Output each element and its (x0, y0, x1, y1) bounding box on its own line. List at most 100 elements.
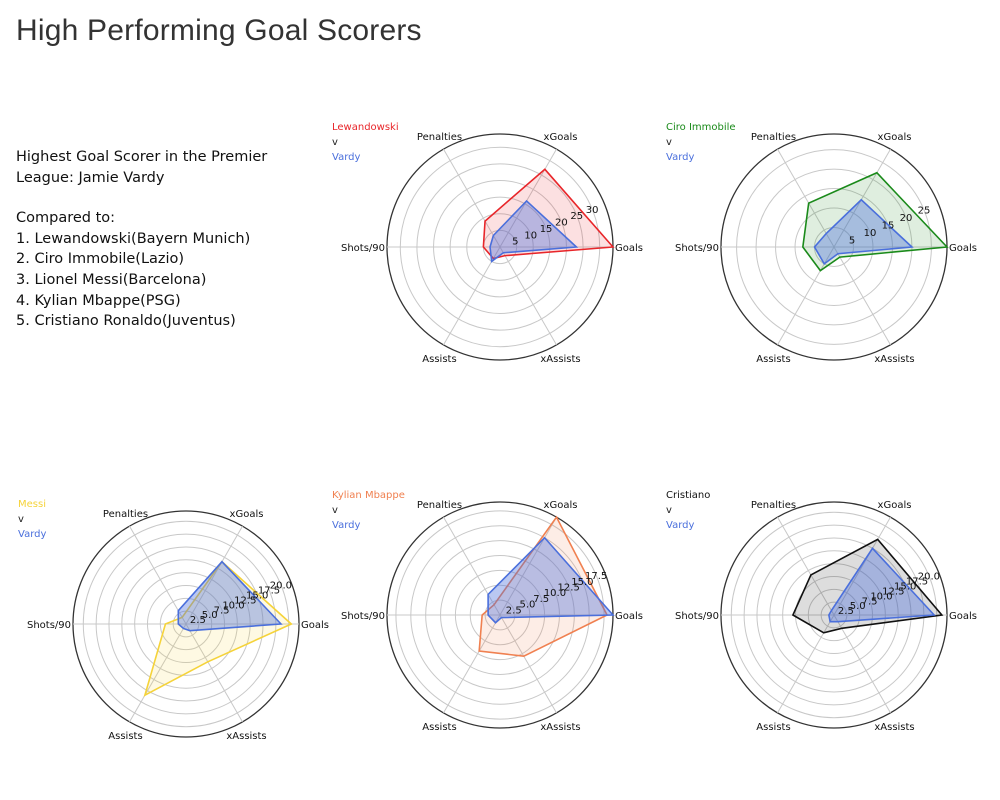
radar-tick-label: 25 (570, 211, 583, 222)
radar-plot: 5 10 15 20 25 Goals xGoals Penalties Shots/90 Ass… (675, 132, 977, 365)
radar-spoke (499, 614, 557, 714)
radar-spoke (129, 623, 187, 723)
radar-spoke (185, 623, 243, 723)
radar-spoke (443, 614, 501, 714)
radar-tick-label: 15 (540, 224, 553, 235)
radar-series-vardy (177, 560, 283, 632)
chart-legend: Messi v Vardy (18, 497, 46, 542)
radar-axis-label: xAssists (540, 354, 580, 365)
radar-axis-label: xAssists (540, 722, 580, 733)
legend-base: Vardy (332, 152, 361, 163)
radar-tick-label: 25 (918, 206, 931, 217)
legend-player: Cristiano (666, 490, 711, 501)
radar-axis-label: xAssists (874, 722, 914, 733)
radar-tick-label: 12.5 (882, 586, 904, 597)
radar-spoke (443, 148, 501, 248)
radar-series-vardy (813, 198, 914, 266)
radar-axis-label: xGoals (544, 500, 578, 511)
radar-plot: 2.55.07.510.012.515.017.520.0 Goals xGoals… (675, 500, 977, 733)
radar-tick-label: 7.5 (214, 605, 230, 616)
radar-tick-label: 10.0 (870, 591, 892, 602)
radar-spoke (833, 148, 891, 248)
radar-tick-label: 10 (864, 228, 877, 239)
radar-chart-immobile: Ciro Immobile v Vardy 5 10 15 20 25 Goals xGoa… (664, 120, 984, 420)
radar-spoke (499, 148, 557, 248)
radar-plot: 2.55.07.510.012.515.017.5 Goals xGoals Pena… (341, 500, 643, 733)
chart-legend: Kylian Mbappe v Vardy (332, 488, 405, 533)
radar-tick-label: 17.5 (585, 571, 607, 582)
radar-spoke (443, 246, 501, 346)
radar-axis-label: xAssists (226, 731, 266, 742)
radar-axis-label: Shots/90 (341, 611, 385, 622)
radar-tick-label: 10.0 (544, 588, 566, 599)
comparison-item: 2. Ciro Immobile(Lazio) (16, 251, 185, 268)
radar-axis-label: Penalties (417, 500, 462, 511)
radar-spoke (185, 525, 243, 625)
radar-tick-label: 7.5 (862, 596, 878, 607)
description: Highest Goal Scorer in the Premier Leagu… (16, 147, 316, 332)
radar-axis-label: Assists (756, 722, 790, 733)
radar-axis-label: Shots/90 (675, 611, 719, 622)
legend-player: Kylian Mbappe (332, 490, 405, 501)
legend-base: Vardy (666, 152, 695, 163)
comparison-item: 5. Cristiano Ronaldo(Juventus) (16, 313, 236, 330)
comparison-item: 4. Kylian Mbappe(PSG) (16, 292, 181, 309)
radar-tick-label: 5.0 (202, 610, 218, 621)
radar-axis-label: Shots/90 (675, 243, 719, 254)
comparison-item: 1. Lewandowski(Bayern Munich) (16, 230, 251, 247)
radar-spoke (833, 516, 891, 616)
radar-chart-lewandowski: Lewandowski v Vardy 5 10 15 20 25 30 Goals xGoa… (330, 120, 650, 420)
chart-legend: Ciro Immobile v Vardy (666, 120, 736, 165)
description-spacer (16, 188, 316, 208)
radar-axis-label: Assists (756, 354, 790, 365)
legend-vs: v (332, 137, 338, 148)
description-line: Highest Goal Scorer in the Premier (16, 149, 268, 165)
radar-spoke (833, 246, 891, 346)
radar-tick-label: 15.0 (246, 591, 268, 602)
radar-spoke (443, 516, 501, 616)
radar-axis-label: xAssists (874, 354, 914, 365)
legend-player: Lewandowski (332, 122, 399, 133)
radar-series-vardy (828, 546, 936, 623)
page-title: High Performing Goal Scorers (16, 14, 422, 47)
radar-tick-label: 20 (555, 218, 568, 229)
legend-vs: v (666, 137, 672, 148)
legend-base: Vardy (332, 520, 361, 531)
radar-series-player (482, 168, 615, 260)
legend-player: Ciro Immobile (666, 122, 736, 133)
radar-tick-label: 2.5 (190, 615, 206, 626)
radar-tick-label: 10.0 (222, 600, 244, 611)
radar-tick-label: 10 (524, 230, 537, 241)
radar-tick-label: 20.0 (270, 581, 292, 592)
radar-tick-label: 5.0 (520, 600, 536, 611)
legend-vs: v (332, 505, 338, 516)
legend-base: Vardy (666, 520, 695, 531)
description-line: League: Jamie Vardy (16, 169, 165, 186)
radar-axis-label: Goals (949, 611, 977, 622)
radar-tick-label: 15.0 (894, 582, 916, 593)
radar-axis-label: Penalties (417, 132, 462, 143)
radar-tick-label: 5 (849, 236, 855, 247)
radar-chart-mbappe: Kylian Mbappe v Vardy 2.5 5.0 7.5 10.0 12.5 1… (330, 488, 650, 788)
radar-axis-label: xGoals (230, 509, 264, 520)
radar-tick-label: 20 (900, 213, 913, 224)
radar-series-player (478, 515, 609, 658)
radar-axis-label: Shots/90 (27, 620, 71, 631)
radar-axis-label: Goals (949, 243, 977, 254)
radar-tick-label: 12.5 (558, 583, 580, 594)
comparison-item: 3. Lionel Messi(Barcelona) (16, 271, 207, 288)
chart-legend: Lewandowski v Vardy (332, 120, 399, 165)
radar-axis-label: Penalties (751, 500, 796, 511)
radar-tick-label: 15.0 (571, 577, 593, 588)
legend-player: Messi (18, 499, 46, 510)
radar-plot: 2.55.07.510.012.515.017.520.0 Goals xGoals… (27, 509, 329, 742)
radar-tick-label: 5.0 (850, 601, 866, 612)
radar-spoke (499, 246, 557, 346)
radar-series-vardy (487, 536, 615, 624)
radar-axis-label: Goals (615, 243, 643, 254)
radar-spoke (777, 148, 835, 248)
radar-tick-label: 12.5 (234, 595, 256, 606)
radar-axis-label: xGoals (878, 500, 912, 511)
radar-axis-label: Assists (422, 354, 456, 365)
